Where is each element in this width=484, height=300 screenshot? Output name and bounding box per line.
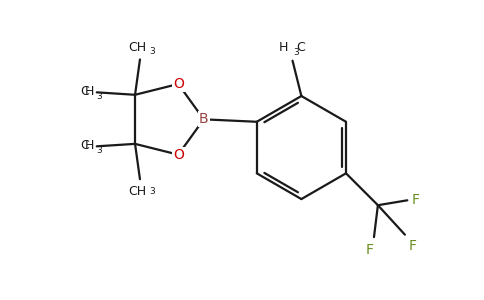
- Text: F: F: [366, 243, 374, 257]
- Text: H: H: [85, 139, 94, 152]
- Text: 3: 3: [150, 46, 155, 56]
- Text: CH: CH: [128, 40, 147, 54]
- Text: CH: CH: [128, 185, 147, 198]
- Text: H: H: [279, 41, 288, 54]
- Text: H: H: [85, 85, 94, 98]
- Text: C: C: [80, 85, 89, 98]
- Text: F: F: [411, 193, 419, 207]
- Text: O: O: [173, 77, 183, 91]
- Text: 3: 3: [96, 146, 102, 155]
- Text: F: F: [409, 238, 417, 253]
- Text: 3: 3: [96, 92, 102, 101]
- Text: B: B: [199, 112, 209, 126]
- Text: 3: 3: [293, 48, 299, 57]
- Text: C: C: [80, 139, 89, 152]
- Text: 3: 3: [150, 187, 155, 196]
- Text: C: C: [297, 41, 305, 54]
- Text: O: O: [173, 148, 183, 162]
